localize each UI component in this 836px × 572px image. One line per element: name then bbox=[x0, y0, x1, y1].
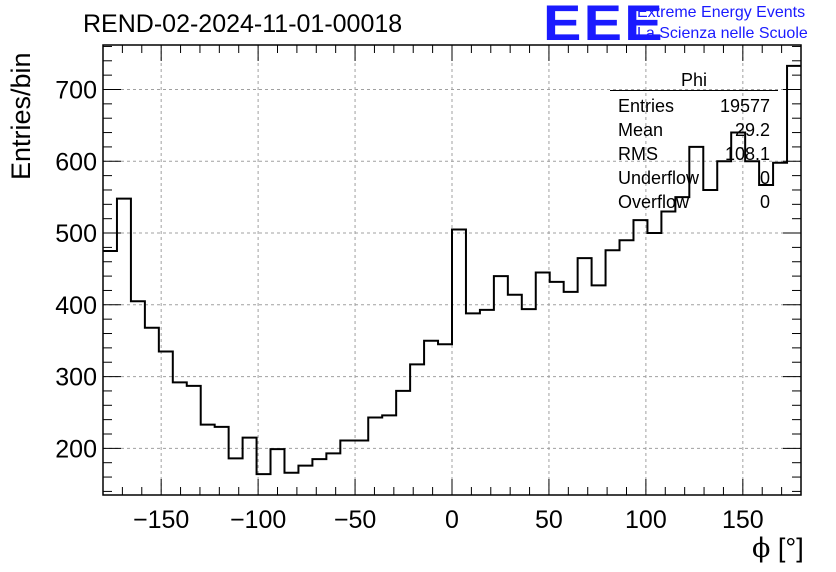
eee-logo: EEE bbox=[543, 0, 665, 51]
x-axis-label: ϕ [°] bbox=[752, 533, 804, 564]
logo-line-1: Extreme Energy Events bbox=[637, 4, 806, 21]
y-tick-label: 300 bbox=[55, 364, 97, 392]
plot-frame bbox=[102, 44, 802, 496]
histogram-series bbox=[103, 64, 801, 476]
stats-title: Phi bbox=[610, 70, 778, 91]
x-tick-label: 100 bbox=[625, 506, 667, 534]
stats-box: Phi Entries 19577 Mean 29.2 RMS 108.1 Un… bbox=[610, 70, 778, 214]
x-tick-label: 50 bbox=[535, 506, 563, 534]
stats-row-overflow: Overflow 0 bbox=[610, 190, 778, 214]
y-axis-label: Entries/bin bbox=[6, 52, 36, 180]
y-tick-label: 600 bbox=[55, 148, 97, 176]
x-tick-label: −50 bbox=[334, 506, 376, 534]
tick-labels: −150 −100 −50 0 50 100 150 200 300 400 500 600 700 bbox=[55, 76, 763, 534]
stats-label: Underflow bbox=[618, 168, 700, 188]
stats-value: 108.1 bbox=[724, 144, 770, 164]
histogram-line bbox=[103, 64, 801, 476]
stats-value: 0 bbox=[759, 168, 770, 188]
stats-label: RMS bbox=[618, 144, 658, 164]
stats-row-rms: RMS 108.1 bbox=[610, 142, 778, 166]
stats-label: Mean bbox=[618, 120, 664, 140]
y-tick-label: 700 bbox=[55, 76, 97, 104]
x-tick-label: −150 bbox=[133, 506, 189, 534]
y-tick-label: 400 bbox=[55, 292, 97, 320]
stats-label: Overflow bbox=[618, 192, 690, 212]
stats-value: 19577 bbox=[719, 96, 770, 116]
stats-label: Entries bbox=[618, 96, 675, 116]
stats-row-underflow: Underflow 0 bbox=[610, 166, 778, 190]
x-tick-label: −100 bbox=[230, 506, 286, 534]
x-axis-unit: [°] bbox=[777, 533, 804, 563]
x-axis-symbol: ϕ bbox=[752, 533, 771, 564]
chart-title: REND-02-2024-11-01-00018 bbox=[83, 10, 403, 38]
stats-value: 29.2 bbox=[734, 120, 770, 140]
y-tick-label: 200 bbox=[55, 435, 97, 463]
x-tick-label: 0 bbox=[445, 506, 459, 534]
y-tick-label: 500 bbox=[55, 220, 97, 248]
stats-row-entries: Entries 19577 bbox=[610, 94, 778, 118]
stats-row-mean: Mean 29.2 bbox=[610, 118, 778, 142]
stats-value: 0 bbox=[759, 192, 770, 212]
x-tick-label: 150 bbox=[722, 506, 764, 534]
logo-line-2: La Scienza nelle Scuole bbox=[637, 25, 808, 42]
